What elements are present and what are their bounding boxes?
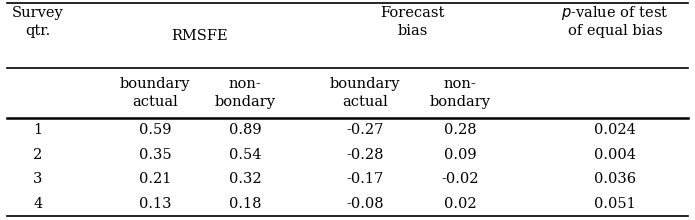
Text: 0.59: 0.59 <box>139 123 171 137</box>
Text: 0.024: 0.024 <box>594 123 636 137</box>
Text: 1: 1 <box>33 123 42 137</box>
Text: -0.28: -0.28 <box>346 148 384 162</box>
Text: 0.21: 0.21 <box>139 172 171 186</box>
Text: actual: actual <box>342 95 388 109</box>
Text: -0.08: -0.08 <box>346 197 384 211</box>
Text: 0.32: 0.32 <box>229 172 261 186</box>
Text: bondary: bondary <box>430 95 491 109</box>
Text: 0.036: 0.036 <box>594 172 636 186</box>
Text: 0.004: 0.004 <box>594 148 636 162</box>
Text: 4: 4 <box>33 197 42 211</box>
Text: boundary: boundary <box>329 77 400 91</box>
Text: 0.54: 0.54 <box>229 148 261 162</box>
Text: 0.13: 0.13 <box>139 197 171 211</box>
Text: 0.35: 0.35 <box>139 148 171 162</box>
Text: 0.18: 0.18 <box>229 197 261 211</box>
Text: non-: non- <box>229 77 261 91</box>
Text: 0.09: 0.09 <box>443 148 476 162</box>
Text: 3: 3 <box>33 172 42 186</box>
Text: 0.051: 0.051 <box>594 197 636 211</box>
Text: -0.27: -0.27 <box>346 123 384 137</box>
Text: Survey: Survey <box>12 6 64 20</box>
Text: 0.28: 0.28 <box>443 123 476 137</box>
Text: -0.02: -0.02 <box>441 172 479 186</box>
Text: 2: 2 <box>33 148 42 162</box>
Text: actual: actual <box>132 95 178 109</box>
Text: qtr.: qtr. <box>26 24 51 38</box>
Text: of equal bias: of equal bias <box>568 24 662 38</box>
Text: 0.02: 0.02 <box>443 197 476 211</box>
Text: Forecast: Forecast <box>380 6 445 20</box>
Text: -0.17: -0.17 <box>346 172 384 186</box>
Text: RMSFE: RMSFE <box>172 29 229 42</box>
Text: bias: bias <box>398 24 427 38</box>
Text: bondary: bondary <box>215 95 275 109</box>
Text: 0.89: 0.89 <box>229 123 261 137</box>
Text: boundary: boundary <box>120 77 190 91</box>
Text: non-: non- <box>443 77 476 91</box>
Text: $p$-value of test: $p$-value of test <box>562 4 669 22</box>
